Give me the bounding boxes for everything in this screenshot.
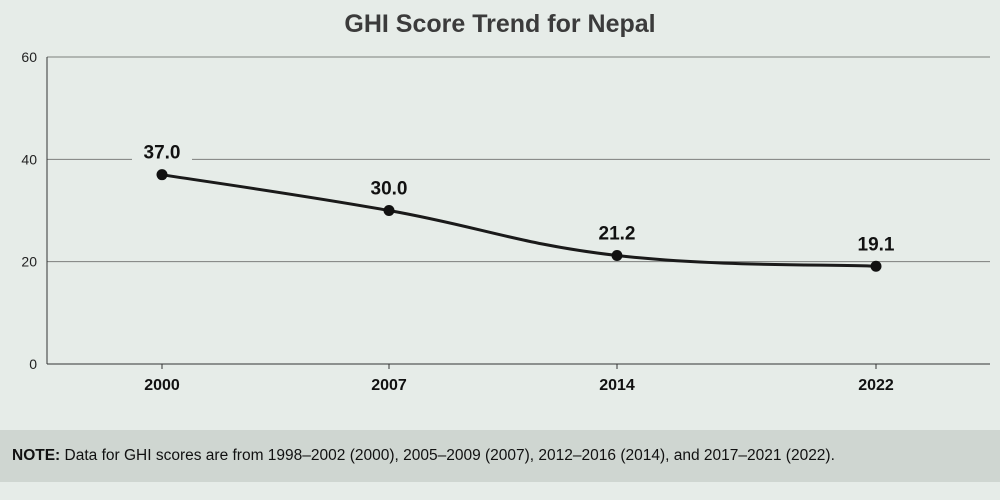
data-point-2014 — [611, 250, 623, 262]
data-label-2014: 21.2 — [599, 224, 636, 245]
data-label-bg-2007 — [359, 174, 419, 201]
x-tick-label-2014: 2014 — [599, 377, 635, 394]
data-point-2007 — [383, 205, 395, 216]
data-label-bg-2022 — [846, 230, 906, 257]
data-label-bg-2014 — [587, 219, 647, 246]
note-band: NOTE: Data for GHI scores are from 1998–… — [0, 430, 1000, 482]
line-chart: 0 20 40 60 2000 2007 2014 2022 37.0 30.0 21.2 19.1 — [21, 49, 990, 394]
data-point-2022 — [870, 260, 882, 272]
data-label-2007: 30.0 — [371, 179, 408, 200]
data-point-2000 — [156, 169, 168, 181]
chart-area: GHI Score Trend for Nepal 0 20 40 60 2000 200… — [21, 10, 990, 394]
note-text: Data for GHI scores are from 1998–2002 (… — [64, 447, 835, 464]
data-label-2022: 19.1 — [858, 234, 895, 255]
y-tick-label-20: 20 — [21, 254, 37, 270]
data-label-bg-2000 — [132, 138, 192, 165]
y-tick-label-60: 60 — [21, 49, 37, 65]
note-label: NOTE: — [12, 447, 61, 464]
x-tick-label-2022: 2022 — [858, 377, 894, 394]
x-tick-label-2007: 2007 — [371, 377, 407, 394]
chart-title: GHI Score Trend for Nepal — [344, 10, 656, 38]
bottom-strip — [0, 482, 1000, 500]
note-text-container: NOTE: Data for GHI scores are from 1998–… — [0, 447, 835, 465]
y-tick-label-0: 0 — [29, 356, 37, 372]
series-line — [161, 173, 877, 268]
x-tick-label-2000: 2000 — [144, 377, 180, 394]
data-label-2000: 37.0 — [144, 143, 181, 164]
y-tick-label-40: 40 — [21, 151, 37, 167]
